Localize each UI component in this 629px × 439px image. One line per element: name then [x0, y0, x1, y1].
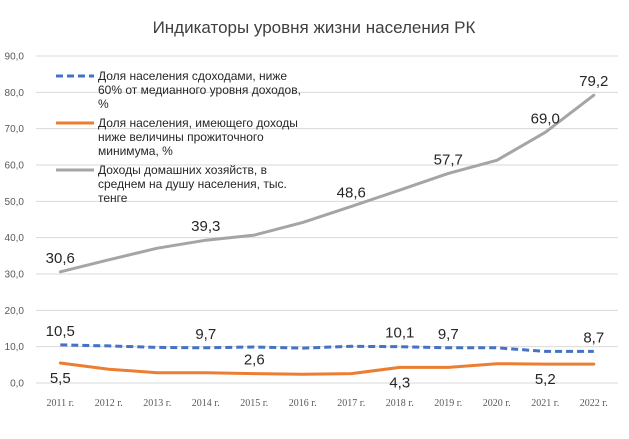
y-tick-label: 10,0	[5, 342, 25, 353]
data-label: 9,7	[438, 326, 459, 343]
x-tick-label: 2019 г.	[434, 398, 462, 409]
x-tick-label: 2016 г.	[289, 398, 317, 409]
y-tick-label: 20,0	[5, 306, 25, 317]
y-axis: 0,0 10,0 20,0 30,0 40,0 50,0 60,0 70,0 80,0 90,0	[5, 52, 25, 390]
data-label: 79,2	[579, 73, 608, 90]
x-tick-label: 2017 г.	[337, 398, 365, 409]
data-label: 5,5	[50, 370, 71, 387]
legend-text: ниже величины прожиточного	[98, 130, 264, 144]
series-line-2	[58, 361, 596, 376]
chart-title: Индикаторы уровня жизни населения РК	[153, 18, 476, 37]
x-tick-label: 2013 г.	[143, 398, 171, 409]
data-label: 10,5	[46, 323, 75, 340]
x-tick-label: 2014 г.	[192, 398, 220, 409]
y-tick-label: 30,0	[5, 270, 25, 281]
x-tick-label: 2015 г.	[240, 398, 268, 409]
y-tick-label: 80,0	[5, 88, 25, 99]
x-tick-label: 2012 г.	[95, 398, 123, 409]
legend-text: среднем на душу населения, тыс.	[98, 177, 287, 191]
data-label: 5,2	[535, 371, 556, 388]
legend-text: Доходы домашних хозяйств, в	[98, 163, 267, 177]
y-tick-label: 0,0	[10, 379, 24, 390]
legend-text: тенге	[98, 191, 128, 205]
y-tick-label: 70,0	[5, 124, 25, 135]
data-label: 10,1	[385, 325, 414, 342]
data-label: 48,6	[337, 184, 366, 201]
x-tick-label: 2021 г.	[531, 398, 559, 409]
data-label: 4,3	[389, 374, 410, 391]
data-label: 9,7	[195, 326, 216, 343]
y-tick-label: 40,0	[5, 233, 25, 244]
legend-text: минимума, %	[98, 144, 173, 158]
data-label: 39,3	[191, 218, 220, 235]
series-line-1	[60, 343, 594, 353]
data-label: 57,7	[434, 151, 463, 168]
data-label: 30,6	[46, 250, 75, 267]
x-tick-label: 2020 г.	[483, 398, 511, 409]
x-tick-label: 2018 г.	[386, 398, 414, 409]
series-lines	[58, 93, 596, 376]
data-label: 2,6	[244, 352, 265, 369]
data-label: 69,0	[531, 110, 560, 127]
y-tick-label: 90,0	[5, 52, 25, 63]
x-tick-label: 2011 г.	[46, 398, 74, 409]
series-line-3	[58, 93, 596, 274]
data-labels: 10,5 9,7 10,1 9,7 8,7 5,5 2,6 4,3 5,2 30,6 39,3 48,…	[46, 73, 609, 391]
x-tick-label: 2022 г.	[580, 398, 608, 409]
y-tick-label: 50,0	[5, 197, 25, 208]
y-tick-label: 60,0	[5, 161, 25, 172]
legend-text: Доля населения сдоходами, ниже	[98, 69, 287, 83]
legend-text: Доля населения, имеющего доходы	[98, 116, 298, 130]
x-axis: 2011 г. 2012 г. 2013 г. 2014 г. 2015 г. 2016 …	[46, 398, 607, 409]
grid-lines	[36, 55, 618, 384]
legend-text: 60% от медианного уровня доходов,	[98, 83, 301, 97]
data-label: 8,7	[583, 329, 604, 346]
legend-text: %	[98, 97, 109, 111]
